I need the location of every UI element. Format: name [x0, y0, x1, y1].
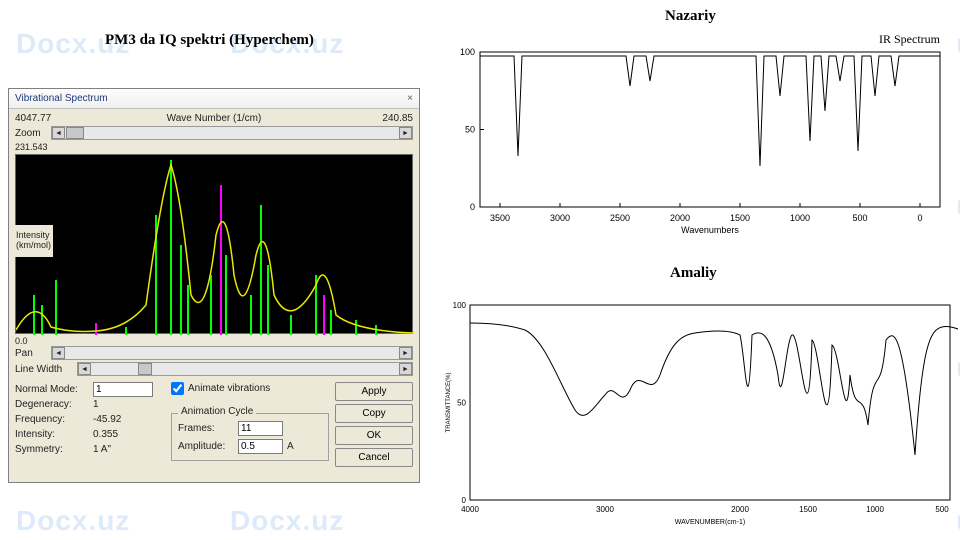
ok-button[interactable]: OK: [335, 426, 413, 445]
wave-number-label: Wave Number (1/cm): [67, 113, 361, 124]
linewidth-label: Line Width: [15, 364, 73, 375]
svg-text:1500: 1500: [730, 213, 750, 223]
scroll-right-icon[interactable]: ►: [399, 127, 412, 139]
svg-text:0: 0: [917, 213, 922, 223]
normal-mode-input[interactable]: [93, 382, 153, 397]
watermark: Docx.uz: [230, 505, 344, 537]
scroll-left-icon[interactable]: ◄: [78, 363, 91, 375]
ir-amaliy-svg: 100500TRANSMITTANCE(%)400030002000150010…: [440, 295, 958, 535]
window-title: Vibrational Spectrum: [15, 93, 108, 104]
svg-text:Wavenumbers: Wavenumbers: [681, 225, 739, 235]
degeneracy-label: Degeneracy:: [15, 397, 93, 412]
ir-spectrum-title: IR Spectrum: [879, 32, 940, 47]
symmetry-value: 1 A": [93, 442, 111, 457]
wave-left-value: 4047.77: [15, 113, 63, 124]
watermark: Docx.uz: [16, 505, 130, 537]
svg-text:100: 100: [460, 47, 475, 57]
animation-cycle-group: Animation Cycle Frames: Amplitude: A: [171, 413, 329, 461]
ir-nazariy-svg: 1005003500300025002000150010005000Wavenu…: [440, 32, 955, 247]
zoom-scrollbar[interactable]: ◄ ►: [51, 126, 413, 140]
svg-text:3000: 3000: [550, 213, 570, 223]
ir-spectrum-amaliy: 100500TRANSMITTANCE(%)400030002000150010…: [440, 295, 958, 535]
frames-label: Frames:: [178, 423, 234, 434]
scroll-right-icon[interactable]: ►: [399, 363, 412, 375]
wave-right-value: 240.85: [365, 113, 413, 124]
animation-group-label: Animation Cycle: [178, 406, 256, 417]
amplitude-unit: A: [287, 441, 294, 452]
scroll-right-icon[interactable]: ►: [399, 347, 412, 359]
frames-input[interactable]: [238, 421, 283, 436]
pan-label: Pan: [15, 348, 47, 359]
linewidth-scrollbar[interactable]: ◄ ►: [77, 362, 413, 376]
intensity-min: 0.0: [15, 336, 413, 346]
svg-text:3000: 3000: [596, 505, 614, 514]
svg-text:3500: 3500: [490, 213, 510, 223]
amplitude-label: Amplitude:: [178, 441, 234, 452]
svg-text:1000: 1000: [866, 505, 884, 514]
animate-checkbox[interactable]: [171, 382, 184, 395]
svg-text:50: 50: [465, 125, 475, 135]
intensity-param-value: 0.355: [93, 427, 118, 442]
normal-mode-label: Normal Mode:: [15, 382, 93, 397]
title-nazariy: Nazariy: [665, 8, 716, 25]
degeneracy-value: 1: [93, 397, 99, 412]
svg-text:4000: 4000: [461, 505, 479, 514]
amplitude-input[interactable]: [238, 439, 283, 454]
apply-button[interactable]: Apply: [335, 382, 413, 401]
spectrum-svg: [16, 155, 414, 335]
copy-button[interactable]: Copy: [335, 404, 413, 423]
symmetry-label: Symmetry:: [15, 442, 93, 457]
svg-text:0: 0: [462, 496, 467, 505]
svg-text:WAVENUMBER(cm-1): WAVENUMBER(cm-1): [675, 519, 745, 526]
mode-parameters: Normal Mode: Degeneracy: 1 Frequency: -4…: [15, 382, 165, 467]
svg-text:1000: 1000: [790, 213, 810, 223]
scroll-thumb[interactable]: [66, 127, 84, 139]
svg-text:2000: 2000: [670, 213, 690, 223]
spectrum-plot[interactable]: Intensity (km/mol): [15, 154, 413, 334]
vibrational-spectrum-window: Vibrational Spectrum × 4047.77 Wave Numb…: [8, 88, 420, 483]
ir-spectrum-nazariy: IR Spectrum 1005003500300025002000150010…: [440, 32, 955, 247]
animate-label: Animate vibrations: [188, 383, 270, 394]
scroll-left-icon[interactable]: ◄: [52, 347, 65, 359]
scroll-thumb[interactable]: [138, 363, 152, 375]
frequency-value: -45.92: [93, 412, 121, 427]
close-icon[interactable]: ×: [407, 93, 413, 104]
frequency-label: Frequency:: [15, 412, 93, 427]
svg-text:2500: 2500: [610, 213, 630, 223]
intensity-param-label: Intensity:: [15, 427, 93, 442]
pan-scrollbar[interactable]: ◄ ►: [51, 346, 413, 360]
intensity-max: 231.543: [15, 142, 413, 152]
svg-text:2000: 2000: [731, 505, 749, 514]
window-titlebar[interactable]: Vibrational Spectrum ×: [9, 89, 419, 109]
title-hyperchem: PM3 da IQ spektri (Hyperchem): [105, 32, 314, 49]
svg-text:50: 50: [457, 399, 466, 408]
cancel-button[interactable]: Cancel: [335, 448, 413, 467]
svg-text:TRANSMITTANCE(%): TRANSMITTANCE(%): [446, 373, 452, 433]
svg-text:500: 500: [852, 213, 867, 223]
svg-text:100: 100: [453, 301, 467, 310]
svg-text:500: 500: [935, 505, 949, 514]
scroll-left-icon[interactable]: ◄: [52, 127, 65, 139]
svg-text:0: 0: [470, 202, 475, 212]
dialog-buttons: Apply Copy OK Cancel: [335, 382, 413, 467]
svg-text:1500: 1500: [799, 505, 817, 514]
zoom-label: Zoom: [15, 128, 47, 139]
title-amaliy: Amaliy: [670, 265, 717, 282]
